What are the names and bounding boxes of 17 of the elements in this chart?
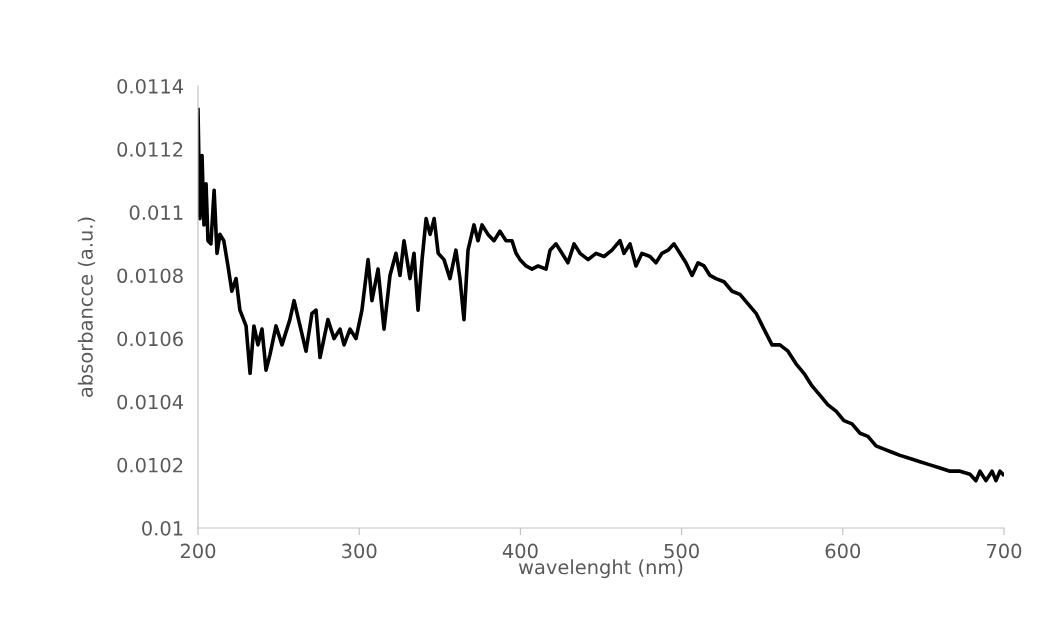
- y-tick-label: 0.0106: [117, 331, 183, 347]
- y-tick-label: 0.0112: [117, 142, 183, 157]
- x-tick-label: 200: [180, 543, 216, 559]
- y-axis-title: absorbancce (a.u.): [77, 217, 96, 397]
- y-tick-label: 0.0104: [117, 394, 184, 410]
- x-axis-title: wavelenght (nm): [518, 559, 683, 579]
- x-tick-label: 700: [987, 543, 1022, 559]
- x-tick-label: 300: [342, 543, 377, 559]
- y-tick-label: 0.0114: [117, 78, 184, 94]
- x-tick-label: 600: [825, 543, 861, 559]
- x-tick-label: 500: [664, 543, 699, 559]
- y-tick-label: 0.011: [129, 205, 183, 220]
- y-tick-label: 0.0102: [117, 457, 183, 473]
- y-tick-label: 0.01: [142, 520, 183, 536]
- x-tick-label: 400: [502, 543, 538, 559]
- line-series: [198, 107, 1004, 483]
- y-tick-label: 0.0108: [117, 268, 183, 284]
